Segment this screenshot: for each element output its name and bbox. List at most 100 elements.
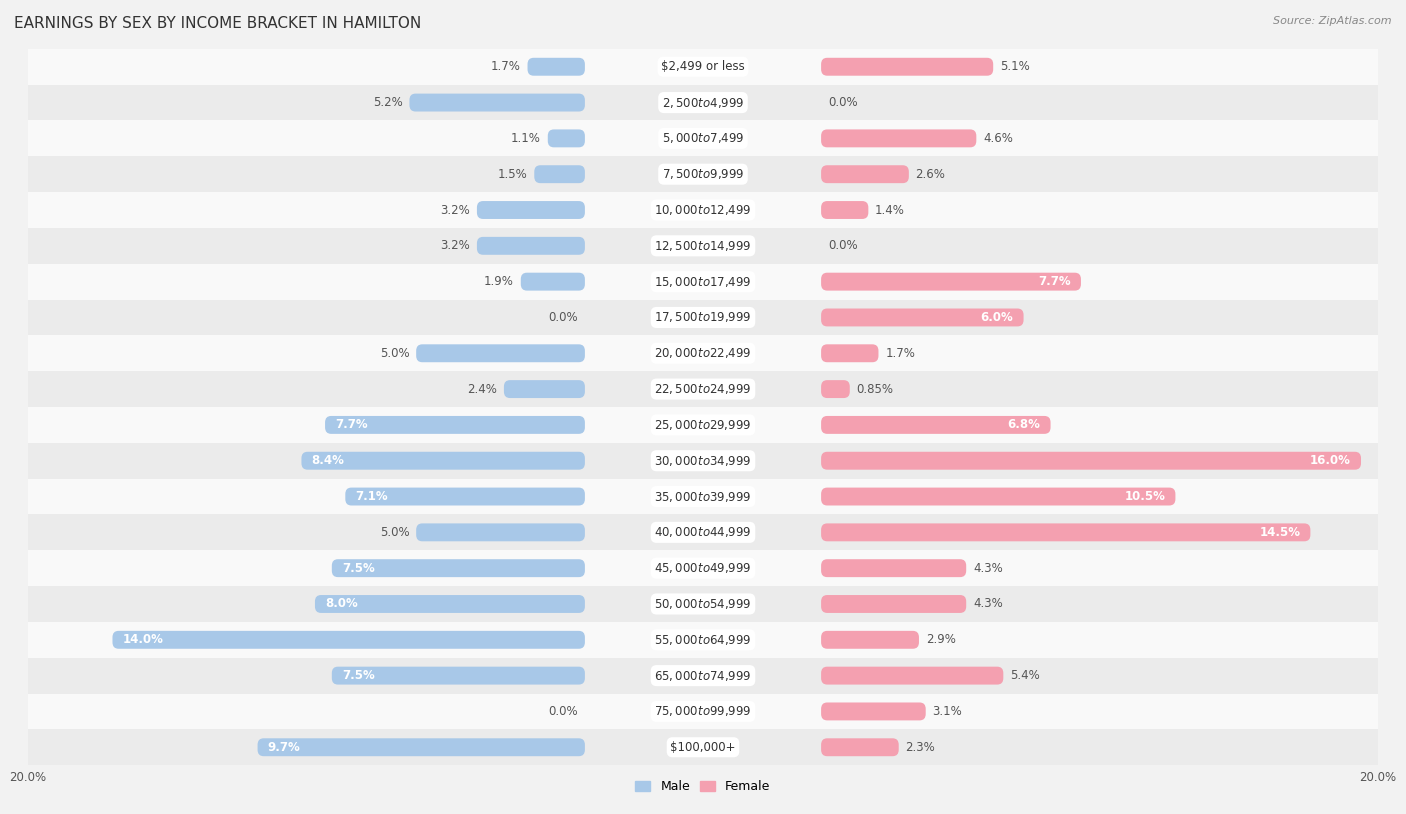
FancyBboxPatch shape (821, 738, 898, 756)
Text: 2.9%: 2.9% (925, 633, 956, 646)
Text: $75,000 to $99,999: $75,000 to $99,999 (654, 704, 752, 719)
FancyBboxPatch shape (315, 595, 585, 613)
Text: 7.5%: 7.5% (342, 562, 374, 575)
Text: $100,000+: $100,000+ (671, 741, 735, 754)
Bar (28, 694, 1378, 729)
Text: 14.5%: 14.5% (1260, 526, 1301, 539)
Bar (28, 300, 1378, 335)
FancyBboxPatch shape (821, 631, 920, 649)
Text: 2.4%: 2.4% (467, 383, 498, 396)
Text: 2.6%: 2.6% (915, 168, 945, 181)
Bar (28, 479, 1378, 514)
Text: $5,000 to $7,499: $5,000 to $7,499 (662, 131, 744, 146)
FancyBboxPatch shape (821, 344, 879, 362)
Text: 7.7%: 7.7% (1038, 275, 1071, 288)
Bar (28, 443, 1378, 479)
FancyBboxPatch shape (416, 344, 585, 362)
Text: $12,500 to $14,999: $12,500 to $14,999 (654, 239, 752, 253)
Text: 6.8%: 6.8% (1008, 418, 1040, 431)
Bar (28, 622, 1378, 658)
Bar (28, 85, 1378, 120)
Text: 2.3%: 2.3% (905, 741, 935, 754)
Bar (28, 514, 1378, 550)
Text: 7.5%: 7.5% (342, 669, 374, 682)
Text: 4.6%: 4.6% (983, 132, 1012, 145)
Text: 14.0%: 14.0% (122, 633, 163, 646)
FancyBboxPatch shape (821, 58, 993, 76)
FancyBboxPatch shape (409, 94, 585, 112)
Bar (28, 371, 1378, 407)
Text: 6.0%: 6.0% (981, 311, 1014, 324)
FancyBboxPatch shape (332, 559, 585, 577)
Bar (28, 335, 1378, 371)
Text: 9.7%: 9.7% (267, 741, 301, 754)
Text: 1.1%: 1.1% (512, 132, 541, 145)
Bar (28, 192, 1378, 228)
FancyBboxPatch shape (821, 165, 908, 183)
FancyBboxPatch shape (527, 58, 585, 76)
Text: 16.0%: 16.0% (1310, 454, 1351, 467)
FancyBboxPatch shape (821, 309, 1024, 326)
Text: $10,000 to $12,499: $10,000 to $12,499 (654, 203, 752, 217)
Bar (28, 120, 1378, 156)
Text: 1.5%: 1.5% (498, 168, 527, 181)
FancyBboxPatch shape (346, 488, 585, 505)
Text: $2,500 to $4,999: $2,500 to $4,999 (662, 95, 744, 110)
Text: $2,499 or less: $2,499 or less (661, 60, 745, 73)
Text: $7,500 to $9,999: $7,500 to $9,999 (662, 167, 744, 182)
Text: $45,000 to $49,999: $45,000 to $49,999 (654, 561, 752, 575)
FancyBboxPatch shape (821, 488, 1175, 505)
FancyBboxPatch shape (520, 273, 585, 291)
FancyBboxPatch shape (477, 201, 585, 219)
FancyBboxPatch shape (332, 667, 585, 685)
Text: 8.4%: 8.4% (312, 454, 344, 467)
Text: 5.4%: 5.4% (1010, 669, 1040, 682)
FancyBboxPatch shape (477, 237, 585, 255)
Bar (28, 550, 1378, 586)
Bar (28, 49, 1378, 85)
Text: $50,000 to $54,999: $50,000 to $54,999 (654, 597, 752, 611)
Text: 3.1%: 3.1% (932, 705, 962, 718)
Text: 4.3%: 4.3% (973, 562, 1002, 575)
Bar (28, 407, 1378, 443)
Legend: Male, Female: Male, Female (630, 775, 776, 799)
Text: $40,000 to $44,999: $40,000 to $44,999 (654, 525, 752, 540)
Text: $35,000 to $39,999: $35,000 to $39,999 (654, 489, 752, 504)
Text: 0.85%: 0.85% (856, 383, 894, 396)
Text: 0.0%: 0.0% (828, 239, 858, 252)
Text: 0.0%: 0.0% (548, 311, 578, 324)
FancyBboxPatch shape (821, 129, 976, 147)
FancyBboxPatch shape (112, 631, 585, 649)
FancyBboxPatch shape (257, 738, 585, 756)
FancyBboxPatch shape (503, 380, 585, 398)
FancyBboxPatch shape (821, 667, 1004, 685)
FancyBboxPatch shape (821, 523, 1310, 541)
Text: 1.9%: 1.9% (484, 275, 515, 288)
Text: 3.2%: 3.2% (440, 204, 470, 217)
FancyBboxPatch shape (301, 452, 585, 470)
Bar (28, 228, 1378, 264)
Bar (28, 156, 1378, 192)
Text: $22,500 to $24,999: $22,500 to $24,999 (654, 382, 752, 396)
FancyBboxPatch shape (821, 416, 1050, 434)
FancyBboxPatch shape (821, 702, 925, 720)
Text: 4.3%: 4.3% (973, 597, 1002, 610)
Text: 7.1%: 7.1% (356, 490, 388, 503)
FancyBboxPatch shape (416, 523, 585, 541)
Text: 5.0%: 5.0% (380, 347, 409, 360)
Text: 3.2%: 3.2% (440, 239, 470, 252)
Text: 0.0%: 0.0% (828, 96, 858, 109)
Text: 1.7%: 1.7% (886, 347, 915, 360)
Bar (28, 729, 1378, 765)
Text: $25,000 to $29,999: $25,000 to $29,999 (654, 418, 752, 432)
Bar (28, 264, 1378, 300)
Text: 10.5%: 10.5% (1125, 490, 1166, 503)
Text: 7.7%: 7.7% (335, 418, 368, 431)
Text: $17,500 to $19,999: $17,500 to $19,999 (654, 310, 752, 325)
FancyBboxPatch shape (548, 129, 585, 147)
Text: $55,000 to $64,999: $55,000 to $64,999 (654, 632, 752, 647)
Text: Source: ZipAtlas.com: Source: ZipAtlas.com (1274, 16, 1392, 26)
Bar (28, 586, 1378, 622)
Text: 1.4%: 1.4% (875, 204, 905, 217)
Text: 8.0%: 8.0% (325, 597, 357, 610)
